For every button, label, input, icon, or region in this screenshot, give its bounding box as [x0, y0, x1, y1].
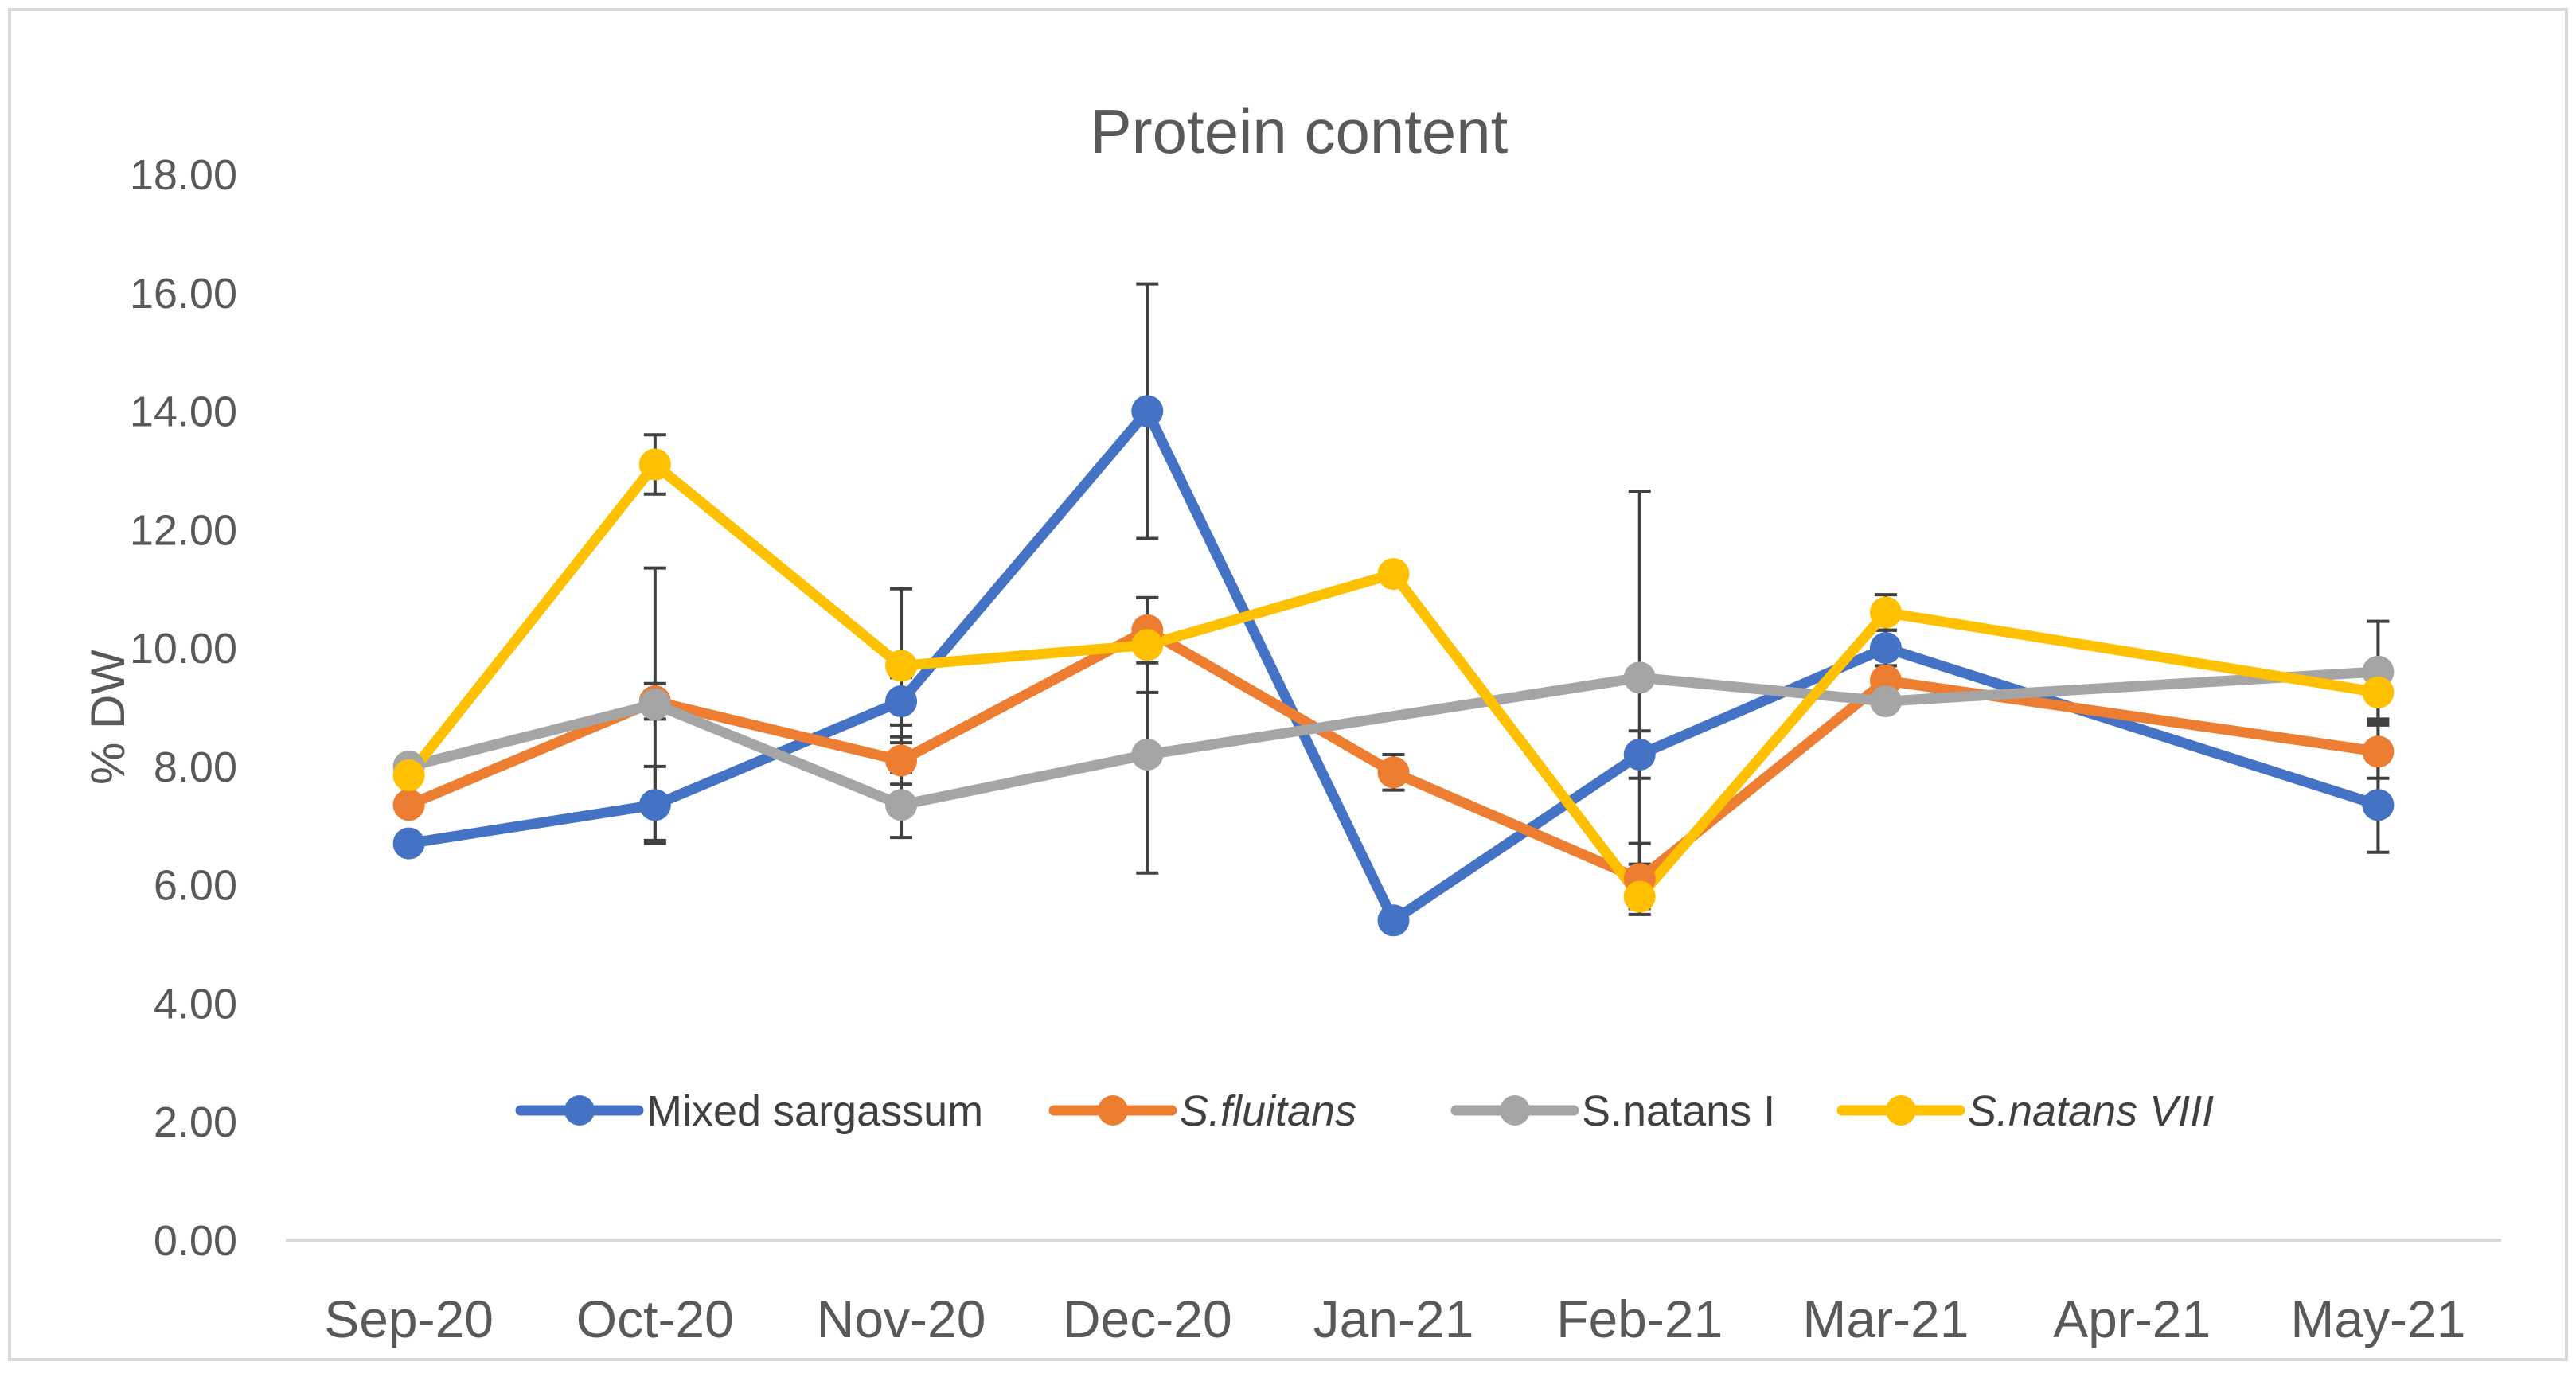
series-markers — [392, 395, 2395, 937]
y-tick-label: 16.00 — [130, 270, 237, 318]
data-point — [2362, 735, 2395, 768]
data-point — [1869, 632, 1902, 665]
data-point — [1131, 395, 1164, 427]
data-point — [2362, 789, 2395, 821]
legend-label: S.natans I — [1582, 1087, 1775, 1135]
data-point — [1869, 596, 1902, 629]
data-point — [885, 744, 918, 777]
y-axis-title: % DW — [81, 650, 135, 785]
y-tick-label: 2.00 — [154, 1098, 237, 1146]
legend-label: S.fluitans — [1180, 1087, 1356, 1135]
x-tick-label: Nov-20 — [817, 1289, 986, 1348]
data-point — [1623, 661, 1656, 694]
legend: Mixed sargassum S.fluitans S.natans I S.nat… — [515, 1087, 2214, 1135]
data-point — [1623, 880, 1656, 913]
series-line — [404, 625, 2383, 884]
data-point — [392, 789, 425, 821]
y-tick-label: 4.00 — [154, 980, 237, 1028]
x-tick-label: Apr-21 — [2053, 1289, 2211, 1348]
series-line — [404, 406, 2383, 926]
series-line — [404, 459, 2383, 903]
legend-item: S.natans I — [1450, 1087, 1775, 1135]
x-tick-label: Jan-21 — [1313, 1289, 1474, 1348]
data-point — [2362, 676, 2395, 708]
x-tick-label: Sep-20 — [324, 1289, 494, 1348]
y-tick-label: 10.00 — [130, 625, 237, 673]
data-point — [1377, 756, 1410, 789]
chart-frame: Protein content % DW 0.00 2.00 4.00 6.00 8.0… — [8, 8, 2568, 1361]
data-point — [638, 448, 671, 481]
y-tick-label: 12.00 — [130, 506, 237, 554]
y-tick-label: 6.00 — [154, 862, 237, 910]
data-point — [1131, 739, 1164, 771]
chart-title: Protein content — [1091, 96, 1509, 166]
data-point — [638, 789, 671, 821]
data-point — [1623, 739, 1656, 771]
legend-label: S.natans VIII — [1968, 1087, 2214, 1135]
y-tick-label: 8.00 — [154, 743, 237, 791]
y-tick-label: 14.00 — [130, 388, 237, 436]
legend-item: S.natans VIII — [1836, 1087, 2214, 1135]
x-axis: Sep-20 Oct-20 Nov-20 Dec-20 Jan-21 Feb-21 Mar-… — [286, 1239, 2501, 1348]
data-point — [1131, 629, 1164, 661]
series-lines — [404, 406, 2383, 926]
y-axis-ticks: 0.00 2.00 4.00 6.00 8.00 10.00 12.00 14.00 16.00… — [130, 151, 237, 1265]
y-tick-label: 18.00 — [130, 151, 237, 199]
legend-item: S.fluitans — [1048, 1087, 1356, 1135]
x-tick-label: May-21 — [2290, 1289, 2465, 1348]
x-tick-label: Oct-20 — [576, 1289, 734, 1348]
legend-swatch-marker — [1500, 1095, 1530, 1126]
data-point — [885, 685, 918, 718]
legend-label: Mixed sargassum — [646, 1087, 983, 1135]
y-tick-label: 0.00 — [154, 1217, 237, 1265]
data-point — [1377, 558, 1410, 591]
data-point — [1869, 685, 1902, 718]
x-tick-label: Mar-21 — [1802, 1289, 1969, 1348]
data-point — [1377, 904, 1410, 937]
data-point — [392, 759, 425, 792]
x-tick-label: Feb-21 — [1556, 1289, 1723, 1348]
data-point — [885, 650, 918, 682]
legend-swatch-marker — [564, 1095, 595, 1126]
x-tick-label: Dec-20 — [1063, 1289, 1232, 1348]
data-point — [392, 827, 425, 860]
line-chart: Protein content % DW 0.00 2.00 4.00 6.00 8.0… — [81, 96, 2501, 1348]
data-point — [885, 789, 918, 821]
legend-swatch-marker — [1098, 1095, 1128, 1126]
data-point — [638, 688, 671, 720]
legend-item: Mixed sargassum — [515, 1087, 983, 1135]
legend-swatch-marker — [1886, 1095, 1916, 1126]
